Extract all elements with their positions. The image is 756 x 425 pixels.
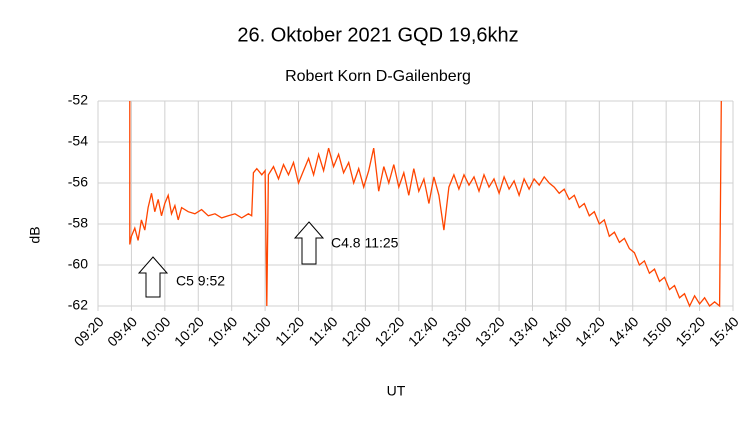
x-tick-label: 10:00	[137, 313, 173, 349]
x-tick-label: 14:20	[572, 313, 608, 349]
annotation: C5 9:52	[176, 273, 225, 289]
x-tick-label: 14:40	[605, 313, 641, 349]
annotation-arrow	[293, 221, 325, 265]
y-tick-label: -58	[68, 215, 88, 231]
x-tick-label: 12:00	[338, 313, 374, 349]
x-tick-label: 14:00	[539, 313, 575, 349]
y-tick-label: -52	[68, 92, 88, 108]
y-tick-label: -62	[68, 297, 88, 313]
chart-subtitle: Robert Korn D-Gailenberg	[285, 68, 471, 85]
x-tick-label: 15:00	[639, 313, 675, 349]
y-tick-label: -60	[68, 256, 88, 272]
x-tick-label: 11:00	[238, 313, 274, 349]
y-tick-label: -56	[68, 174, 88, 190]
y-tick-label: -54	[68, 133, 88, 149]
x-tick-label: 12:40	[405, 313, 441, 349]
chart-title: 26. Oktober 2021 GQD 19,6khz	[237, 24, 518, 46]
x-tick-label: 15:20	[672, 313, 708, 349]
x-tick-label: 13:20	[472, 313, 508, 349]
y-axis-label: dB	[27, 226, 43, 243]
x-tick-label: 09:40	[104, 313, 140, 349]
annotation: C4.8 11:25	[331, 235, 399, 251]
annotation-arrow	[137, 256, 169, 298]
x-axis-label: UT	[387, 383, 406, 399]
x-tick-label: 12:20	[371, 313, 407, 349]
data-line	[129, 100, 722, 308]
x-tick-label: 15:40	[706, 313, 742, 349]
x-tick-label: 09:20	[71, 313, 107, 349]
x-tick-label: 11:20	[272, 313, 308, 349]
x-tick-label: 11:40	[305, 313, 341, 349]
x-tick-label: 13:00	[438, 313, 474, 349]
x-tick-label: 10:20	[171, 313, 207, 349]
x-tick-label: 13:40	[505, 313, 541, 349]
x-tick-label: 10:40	[204, 313, 240, 349]
